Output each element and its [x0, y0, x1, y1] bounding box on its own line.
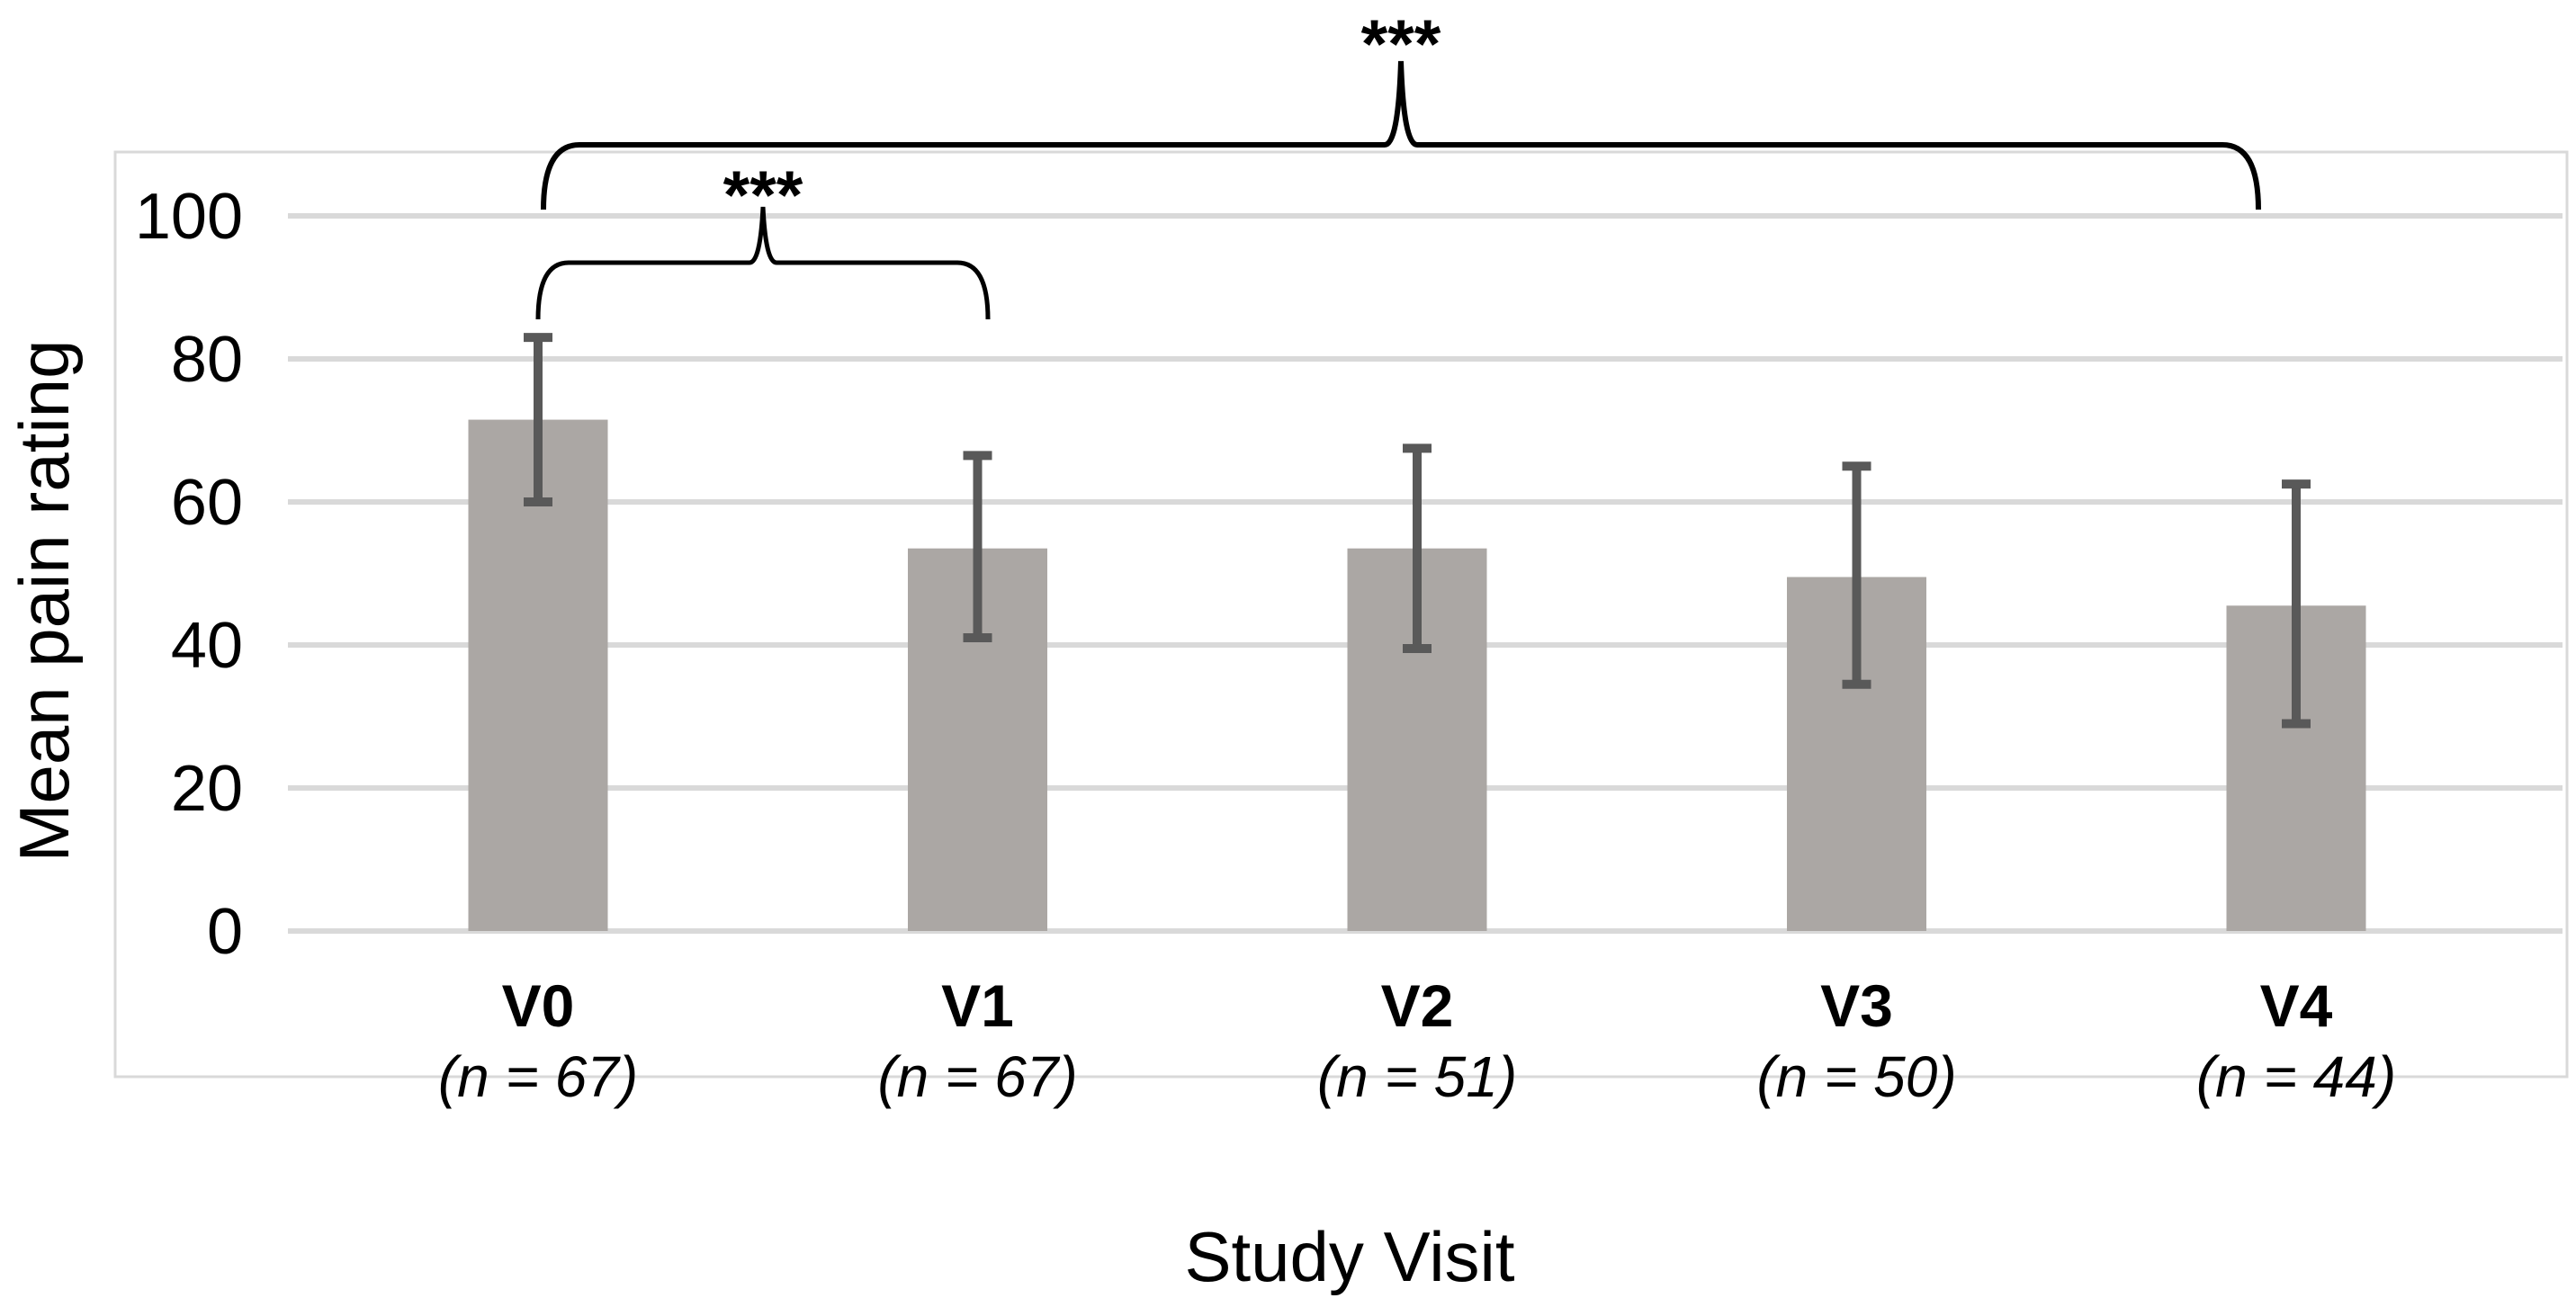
n-label-V1: (n = 67)	[877, 1044, 1077, 1109]
y-tick-label-100: 100	[135, 181, 243, 253]
sig-label-V0-V1: ***	[723, 157, 803, 234]
x-axis-title: Study Visit	[1184, 1217, 1514, 1296]
category-label-V1: V1	[941, 972, 1014, 1039]
n-label-V4: (n = 44)	[2196, 1044, 2396, 1109]
y-tick-label-80: 80	[171, 324, 243, 396]
y-tick-label-60: 60	[171, 467, 243, 539]
y-tick-label-0: 0	[207, 896, 243, 968]
category-label-V3: V3	[1820, 972, 1893, 1039]
n-label-V0: (n = 67)	[438, 1044, 638, 1109]
y-tick-label-20: 20	[171, 753, 243, 825]
y-tick-label-40: 40	[171, 610, 243, 682]
category-label-V4: V4	[2260, 972, 2333, 1039]
sig-label-V0-V4: ***	[1361, 6, 1441, 83]
sig-bracket-V0-V4	[541, 60, 2261, 210]
sig-bracket-V0-V1	[535, 206, 991, 320]
n-label-V3: (n = 50)	[1756, 1044, 1956, 1109]
category-label-V0: V0	[502, 972, 575, 1039]
category-label-V2: V2	[1381, 972, 1454, 1039]
y-axis-title: Mean pain rating	[4, 339, 84, 862]
n-label-V2: (n = 51)	[1317, 1044, 1517, 1109]
